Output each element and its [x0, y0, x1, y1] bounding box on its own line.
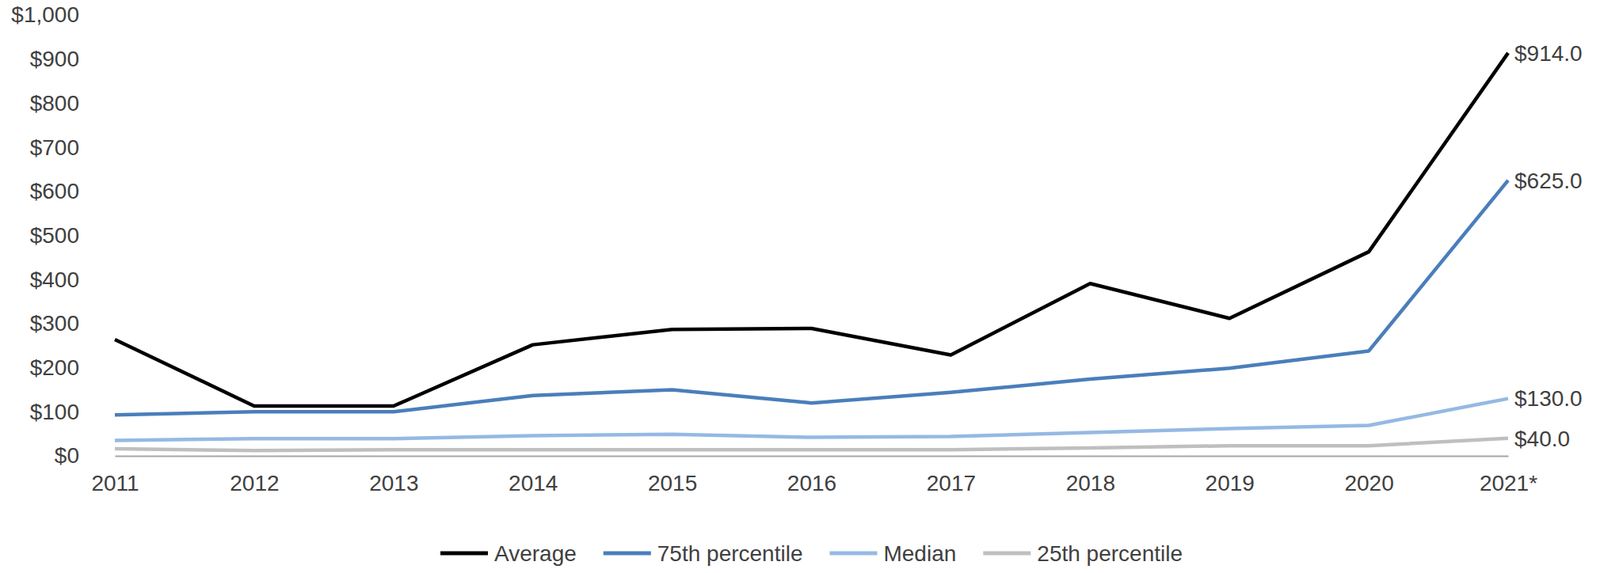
y-tick: $200: [30, 355, 80, 381]
x-tick: 2012: [229, 456, 279, 496]
data-label: $914.0: [1514, 41, 1583, 66]
data-label: $625.0: [1514, 168, 1583, 194]
y-tick: $300: [30, 311, 80, 336]
y-tick: $400: [30, 267, 80, 293]
x-tick: 2015: [647, 456, 698, 496]
data-label: $130.0: [1514, 386, 1583, 412]
x-tick-label: 2020: [1344, 471, 1394, 496]
x-tick: 2014: [508, 456, 558, 496]
y-tick-label: $300: [30, 311, 80, 336]
legend-item: 25th percentile: [982, 541, 1183, 567]
y-tick-label: $900: [30, 46, 80, 72]
x-tick: 2021*: [1479, 456, 1538, 496]
x-tick-label: 2019: [1205, 471, 1255, 496]
x-tick-label: 2021*: [1479, 471, 1538, 496]
legend-swatch: [829, 552, 877, 557]
x-tick-label: 2016: [787, 471, 837, 496]
x-tick: 2018: [1066, 456, 1116, 496]
x-tick: 2017: [926, 456, 976, 496]
y-tick-label: $200: [30, 355, 80, 381]
x-tick: 2016: [787, 456, 837, 496]
legend-label: 75th percentile: [657, 541, 804, 567]
y-tick: $600: [30, 179, 80, 204]
legend-label: Median: [883, 541, 957, 567]
legend-item: Average: [440, 541, 577, 567]
legend-swatch: [603, 552, 652, 557]
plot-area: [114, 53, 1509, 451]
legend-swatch: [440, 552, 488, 557]
x-axis-line: [115, 456, 1509, 458]
x-tick-label: 2013: [369, 471, 419, 496]
x-tick: 2013: [369, 456, 419, 496]
y-tick-label: $500: [30, 223, 80, 248]
y-tick: $700: [30, 135, 80, 160]
y-tick: $500: [30, 223, 80, 248]
y-axis: $0 $100 $200 $300 $400 $500 $600 $700 $800 $900 $1…: [11, 2, 80, 469]
x-tick: 2020: [1344, 456, 1394, 496]
y-axis-line: [79, 15, 80, 458]
data-label: $40.0: [1514, 426, 1570, 452]
x-tick-label: 2011: [91, 471, 139, 496]
x-tick: 2019: [1205, 456, 1255, 496]
y-tick-label: $700: [30, 135, 80, 160]
y-tick-label: $0: [54, 443, 80, 469]
legend: Average 75th percentile Median 25th percent…: [440, 541, 1183, 567]
legend-item: Median: [829, 541, 957, 567]
x-tick-label: 2015: [647, 471, 698, 496]
x-tick-label: 2012: [229, 471, 279, 496]
y-tick-label: $400: [30, 267, 80, 293]
x-tick: 2011: [91, 456, 139, 496]
legend-label: 25th percentile: [1036, 541, 1183, 567]
legend-swatch: [982, 552, 1031, 557]
legend-label: Average: [494, 541, 577, 567]
x-tick-label: 2018: [1066, 471, 1116, 496]
x-tick-label: 2014: [508, 471, 558, 496]
series-line: [114, 180, 1509, 416]
y-tick: $900: [30, 46, 80, 72]
y-tick-label: $1,000: [11, 2, 80, 27]
data-labels: $914.0 $625.0 $130.0 $40.0: [1514, 41, 1583, 452]
y-tick-label: $800: [30, 91, 80, 116]
legend-item: 75th percentile: [603, 541, 804, 567]
chart: $0 $100 $200 $300 $400 $500 $600 $700 $800 $900 $1…: [0, 0, 1600, 573]
y-tick-label: $600: [30, 179, 80, 204]
x-tick-label: 2017: [926, 471, 976, 496]
y-tick-label: $100: [30, 400, 80, 425]
y-tick: $100: [30, 400, 80, 425]
y-tick: $0: [54, 443, 80, 469]
x-axis: 2011 2012 2013 2014 2015 2016 2017 2018 2019 2020…: [91, 456, 1538, 496]
series-line: [114, 53, 1509, 407]
y-tick: $800: [30, 91, 80, 116]
y-tick: $1,000: [11, 2, 80, 27]
